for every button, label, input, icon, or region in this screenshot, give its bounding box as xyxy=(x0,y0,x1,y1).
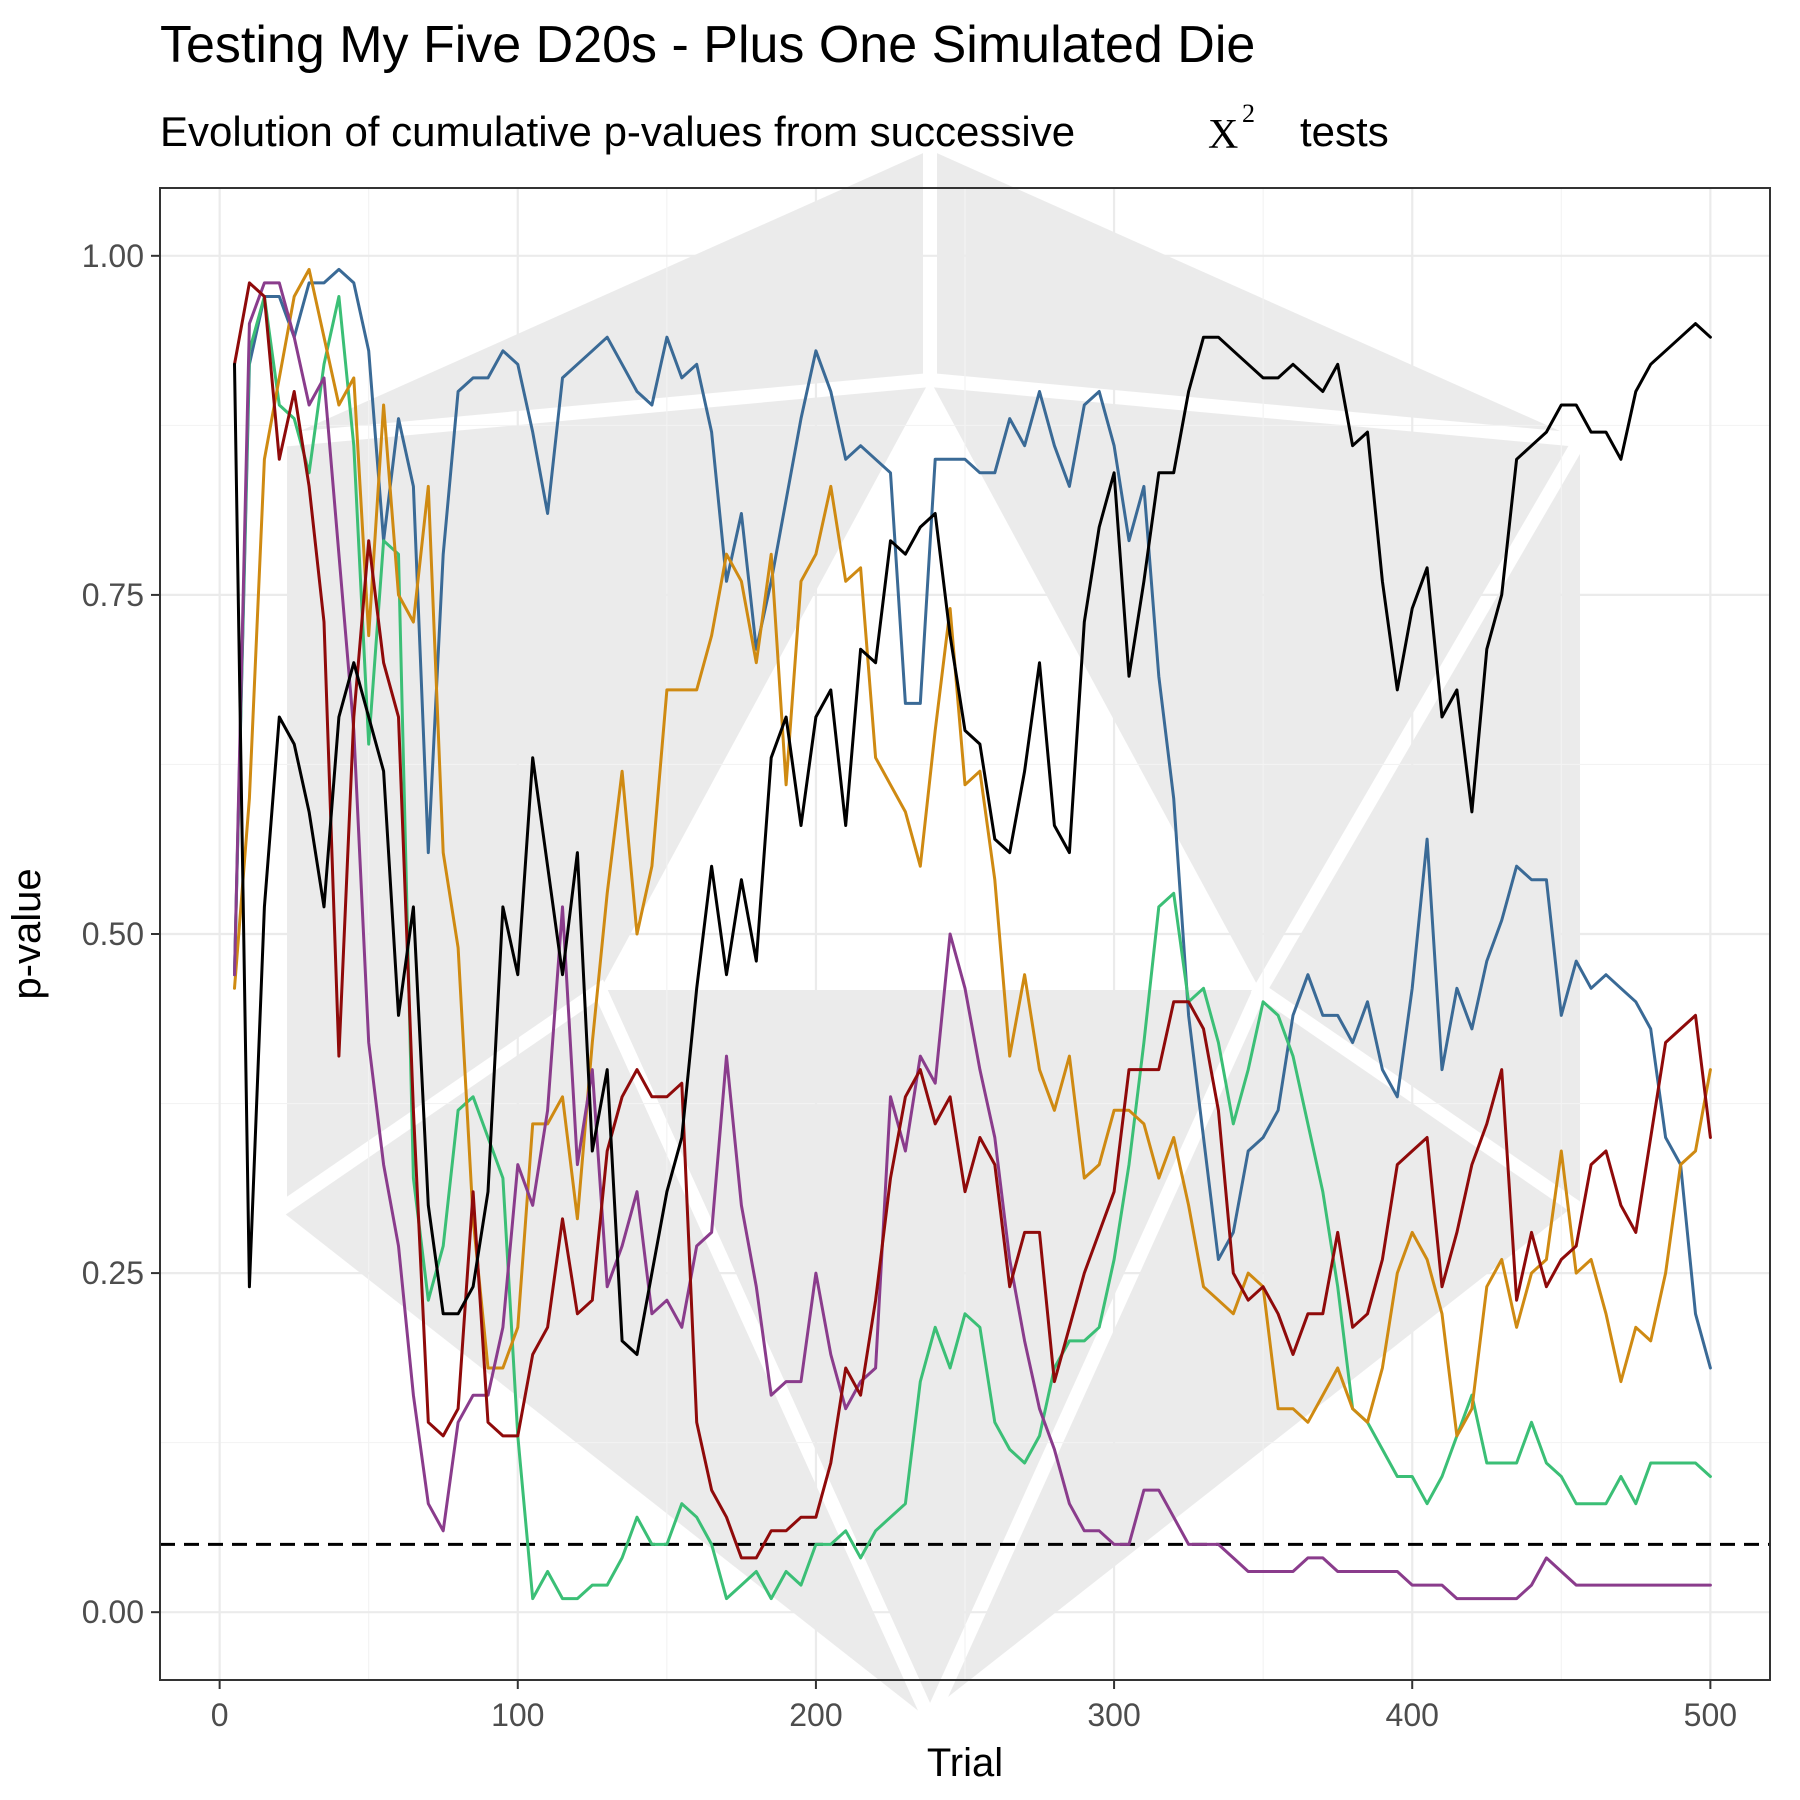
series-line-1 xyxy=(233,267,1712,1370)
x-tick-label: 500 xyxy=(1684,1697,1737,1733)
series-line-5 xyxy=(233,281,1712,1560)
series-line-2 xyxy=(233,295,1712,1601)
series-lines xyxy=(233,267,1712,1601)
y-tick-label: 1.00 xyxy=(82,238,144,274)
chi-superscript: 2 xyxy=(1242,99,1255,128)
y-tick-label: 0.75 xyxy=(82,577,144,613)
y-tick-label: 0.25 xyxy=(82,1255,144,1291)
x-tick-label: 200 xyxy=(789,1697,842,1733)
x-tick-label: 300 xyxy=(1087,1697,1140,1733)
y-tick-label: 0.00 xyxy=(82,1594,144,1630)
y-axis-title: p-value xyxy=(5,868,49,999)
chi-symbol: X xyxy=(1208,112,1238,158)
series-line-4 xyxy=(233,281,1712,1601)
x-axis-title: Trial xyxy=(927,1741,1003,1785)
y-tick-label: 0.50 xyxy=(82,916,144,952)
x-tick-label: 400 xyxy=(1386,1697,1439,1733)
chart-title: Testing My Five D20s - Plus One Simulate… xyxy=(160,16,1255,74)
y-axis: 0.00 0.25 0.50 0.75 1.00 xyxy=(82,238,160,1630)
chart-subtitle-end: tests xyxy=(1300,108,1389,155)
series-line-6 xyxy=(233,322,1712,1356)
chart-subtitle: Evolution of cumulative p-values from su… xyxy=(160,108,1075,155)
x-tick-label: 100 xyxy=(491,1697,544,1733)
grid xyxy=(160,188,1770,1680)
x-axis: 0 100 200 300 400 500 xyxy=(211,1680,1737,1733)
x-tick-label: 0 xyxy=(211,1697,229,1733)
